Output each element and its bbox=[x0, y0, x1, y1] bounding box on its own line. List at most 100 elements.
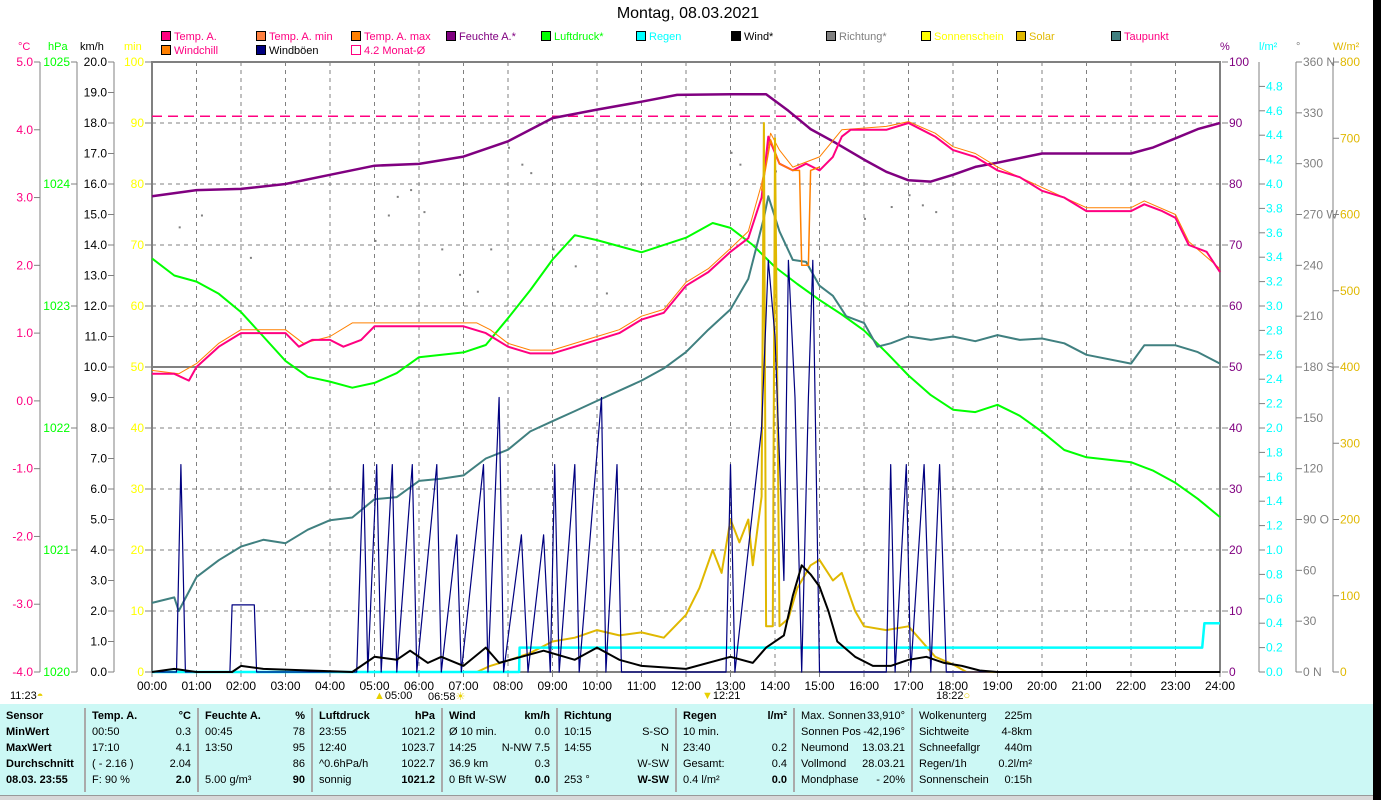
stats-row: F: 90 % 2.0 bbox=[86, 772, 197, 788]
series-luftdruck bbox=[151, 222, 1221, 518]
rain-tick-label: 2.8 bbox=[1266, 323, 1283, 337]
astro-marker: 18:22○ bbox=[936, 690, 970, 702]
legend-label: Temp. A. min bbox=[269, 31, 333, 43]
legend-item: Solar bbox=[1016, 31, 1055, 43]
temp-tick-label: -1.0 bbox=[12, 462, 33, 476]
stats-label: 23:40 bbox=[683, 742, 711, 754]
direction-point bbox=[374, 239, 377, 242]
sensor-row: Durchschnitt bbox=[0, 756, 84, 772]
stats-label: ( - 2.16 ) bbox=[92, 758, 134, 770]
series-wind bbox=[151, 564, 1220, 673]
stats-label: Sonnenschein bbox=[919, 774, 989, 786]
stats-label: Schneefallgr bbox=[919, 742, 981, 754]
direction-point bbox=[200, 214, 203, 217]
rain-tick-label: 1.2 bbox=[1266, 519, 1283, 533]
series-feuchte-a bbox=[151, 93, 1221, 198]
solar-tick-label: 300 bbox=[1340, 436, 1360, 450]
dir-tick-label: 90 O bbox=[1303, 513, 1329, 527]
stats-value: 225m bbox=[1004, 710, 1032, 722]
legend-swatch-icon bbox=[256, 31, 266, 41]
solar-tick-label: 500 bbox=[1340, 284, 1360, 298]
temp-axis-unit: °C bbox=[18, 41, 31, 53]
hum-tick-label: 80 bbox=[1229, 177, 1243, 191]
legend-item: Regen bbox=[636, 31, 681, 43]
direction-point bbox=[908, 194, 911, 197]
x-tick-label: 02:00 bbox=[226, 679, 256, 693]
legend-label: Temp. A. max bbox=[364, 31, 431, 43]
sensor-label: MinWert bbox=[6, 726, 50, 738]
temp-tick-label: -2.0 bbox=[12, 529, 33, 543]
stats-panel: Sensor MinWert MaxWert Durchschnitt 08.03. 2… bbox=[0, 704, 1373, 795]
stats-label: sonnig bbox=[319, 774, 352, 786]
legend-label: Windböen bbox=[269, 45, 319, 57]
moon-icon: ◓ bbox=[36, 690, 44, 702]
legend-item: Windchill bbox=[161, 45, 218, 57]
legend-swatch-icon bbox=[351, 45, 361, 55]
rain-tick-label: 0.0 bbox=[1266, 665, 1283, 679]
x-tick-label: 23:00 bbox=[1160, 679, 1190, 693]
wind-tick-label: 6.0 bbox=[90, 482, 107, 496]
stats-label: F: 90 % bbox=[92, 774, 130, 786]
stats-row: 36.9 km 0.3 bbox=[443, 756, 556, 772]
sunrise-icon: ☀ bbox=[455, 691, 466, 703]
legend-swatch-icon bbox=[826, 31, 836, 41]
stats-value: W-SW bbox=[637, 758, 669, 770]
sun-tick-label: 10 bbox=[131, 604, 145, 618]
legend-swatch-icon bbox=[446, 31, 456, 41]
press-tick-label: 1025 bbox=[43, 55, 70, 69]
stats-label: Gesamt: bbox=[683, 758, 725, 770]
stats-row: Gesamt: 0.4 bbox=[677, 756, 793, 772]
column-unit: km/h bbox=[524, 710, 550, 722]
stats-row: 0 Bft W-SW 0.0 bbox=[443, 772, 556, 788]
stats-row: Sichtweite 4-8km bbox=[913, 724, 1038, 740]
sunset-icon: ○ bbox=[963, 690, 971, 702]
stats-value: 1022.7 bbox=[401, 758, 435, 770]
rain-axis-unit: l/m² bbox=[1259, 41, 1278, 53]
hum-tick-label: 40 bbox=[1229, 421, 1243, 435]
temp-tick-label: 0.0 bbox=[16, 394, 33, 408]
direction-point bbox=[387, 214, 390, 217]
dir-tick-label: 150 bbox=[1303, 411, 1323, 425]
column-header: Feuchte A.% bbox=[199, 708, 311, 724]
legend-label: Richtung* bbox=[839, 31, 887, 43]
stats-value: 95 bbox=[292, 742, 305, 754]
legend-item: Sonnenschein bbox=[921, 31, 1004, 43]
rain-tick-label: 4.4 bbox=[1266, 128, 1283, 142]
stats-value: W-SW bbox=[637, 774, 669, 786]
stats-value: 28.03.21 bbox=[862, 758, 905, 770]
legend-label: 4.2 Monat-Ø bbox=[364, 45, 426, 57]
stats-label: Mondphase bbox=[801, 774, 859, 786]
legend-swatch-icon bbox=[161, 45, 171, 55]
series-temp-a bbox=[152, 122, 1221, 382]
stats-label: 00:45 bbox=[205, 726, 233, 738]
rain-tick-label: 1.0 bbox=[1266, 543, 1283, 557]
dir-tick-label: 30 bbox=[1303, 614, 1317, 628]
series-regen bbox=[152, 621, 1220, 674]
stats-value: 1021.2 bbox=[401, 726, 435, 738]
x-tick-label: 10:00 bbox=[582, 679, 612, 693]
sun-tick-label: 100 bbox=[124, 55, 144, 69]
wind-tick-label: 9.0 bbox=[90, 391, 107, 405]
stats-column: Luftdruck hPa 23:55 1021.2 12:40 1023.7 ^0.6hP… bbox=[313, 708, 443, 792]
column-header: Regen l/m² bbox=[677, 708, 793, 724]
wind-tick-label: 7.0 bbox=[90, 452, 107, 466]
stats-value: 0.3 bbox=[534, 758, 550, 770]
direction-point bbox=[935, 211, 938, 214]
stats-value: 0.0 bbox=[534, 774, 550, 786]
stats-value: 0:15h bbox=[1004, 774, 1032, 786]
temp-tick-label: 1.0 bbox=[16, 326, 33, 340]
stats-value: 0.0 bbox=[534, 726, 550, 738]
sun-tick-label: 90 bbox=[131, 116, 145, 130]
temp-tick-label: -3.0 bbox=[12, 597, 33, 611]
stats-row: 253 ° W-SW bbox=[558, 772, 675, 788]
stats-label: 36.9 km bbox=[449, 758, 489, 770]
solar-tick-label: 100 bbox=[1340, 589, 1360, 603]
column-title: Feuchte A. bbox=[205, 710, 261, 722]
press-tick-label: 1022 bbox=[43, 421, 70, 435]
direction-point bbox=[730, 151, 733, 154]
stats-row: Ø 10 min. 0.0 bbox=[443, 724, 556, 740]
wind-tick-label: 8.0 bbox=[90, 421, 107, 435]
stats-row: 10:15 S-SO bbox=[558, 724, 675, 740]
stats-value: 2.04 bbox=[169, 758, 191, 770]
solar-tick-label: 400 bbox=[1340, 360, 1360, 374]
